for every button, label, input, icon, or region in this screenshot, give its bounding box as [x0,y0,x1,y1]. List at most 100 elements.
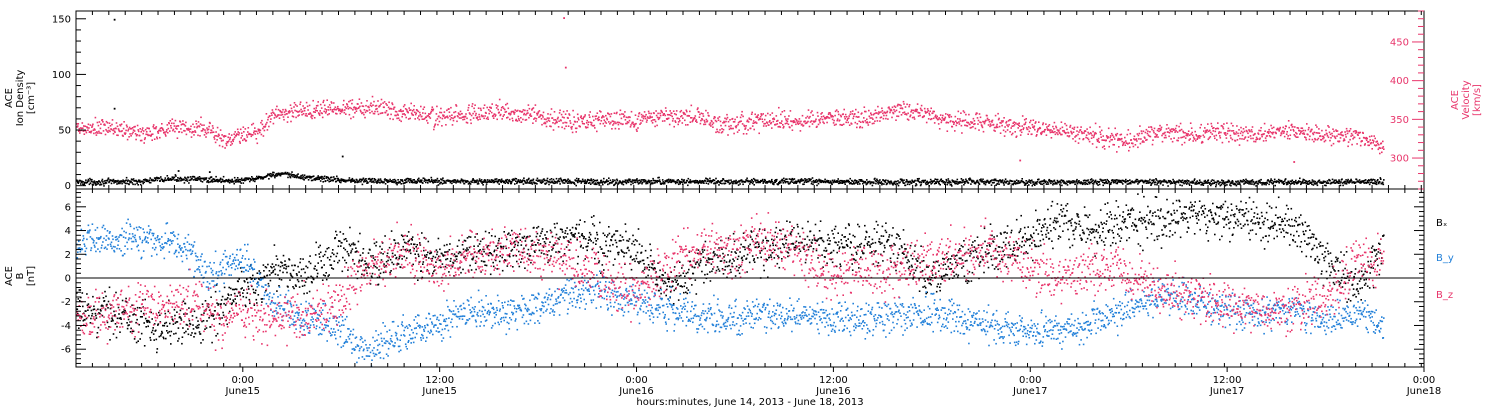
velocity-point [91,125,94,127]
velocity-point [478,113,480,116]
density-point [388,180,391,183]
velocity-point [243,131,245,133]
velocity-point [1115,133,1117,136]
velocity-point [797,122,799,125]
density-point [949,184,952,186]
density-point [515,180,517,182]
velocity-point [869,117,872,119]
density-point [917,179,919,182]
density-point [1355,178,1358,181]
density-point [612,179,614,181]
density-point [904,184,907,187]
density-point [1230,181,1233,183]
density-point [1014,183,1017,185]
density-point [521,180,524,183]
density-point [1318,179,1321,182]
density-point [609,179,612,182]
velocity-point [1275,132,1277,135]
velocity-point [695,120,697,122]
velocity-point [750,113,753,115]
velocity-point [693,118,695,120]
velocity-point [595,118,597,120]
velocity-point [579,125,581,128]
velocity-point [287,116,289,118]
velocity-point [880,111,882,113]
density-point [669,178,672,181]
density-point [978,183,981,186]
velocity-point [955,120,957,122]
velocity-point [562,110,565,113]
density-point [1002,181,1004,184]
density-point [403,179,406,181]
density-point [973,180,975,183]
velocity-point [449,118,452,121]
density-point [1186,179,1188,182]
density-point [138,179,141,182]
density-point [637,179,639,182]
density-point [175,179,178,181]
density-point [167,178,169,180]
velocity-point [157,130,159,133]
density-point [955,182,958,185]
velocity-point [155,126,158,128]
velocity-point [430,110,433,113]
density-point [1235,180,1237,183]
density-point [401,180,404,182]
velocity-point [470,122,472,125]
velocity-point [382,102,384,104]
velocity-point [554,122,556,125]
velocity-point [275,108,277,111]
density-point [748,180,750,183]
density-point [1346,181,1348,183]
density-point [881,183,883,186]
density-point [1151,179,1153,182]
velocity-point [672,117,674,120]
velocity-series [76,95,1385,155]
velocity-point [141,129,143,131]
density-point [634,179,636,181]
velocity-point [212,127,214,129]
velocity-point [806,121,808,124]
velocity-point [778,125,781,128]
velocity-point [856,126,858,129]
density-point [994,178,997,181]
velocity-point [512,119,514,122]
velocity-point [748,118,751,120]
velocity-point [809,121,812,123]
density-point [866,182,869,185]
velocity-point [286,113,288,115]
density-point [1047,181,1049,183]
density-point [753,178,756,181]
velocity-point [740,120,742,122]
density-point [430,180,432,183]
density-point [1312,181,1314,183]
density-point [544,183,547,185]
density-point [462,179,465,182]
velocity-point [642,114,644,117]
velocity-point [1076,130,1078,132]
density-point [653,182,655,184]
density-point [890,180,892,182]
velocity-point [492,114,494,117]
density-point [1202,184,1205,186]
velocity-point [1229,134,1232,137]
velocity-point [1143,141,1145,143]
velocity-point [141,127,144,129]
density-point [900,178,902,180]
velocity-point [98,130,100,133]
density-point [990,184,993,186]
density-point [739,183,741,185]
velocity-point [756,115,758,118]
velocity-point [740,114,743,116]
density-point [745,179,748,182]
velocity-point [926,108,929,110]
density-point [797,179,800,181]
density-point [1369,181,1371,184]
density-point [120,180,122,182]
density-point [125,179,127,181]
velocity-point [580,117,583,120]
density-point [956,178,959,181]
density-point [1200,184,1202,186]
velocity-point [1174,131,1176,133]
density-point [1209,182,1212,184]
